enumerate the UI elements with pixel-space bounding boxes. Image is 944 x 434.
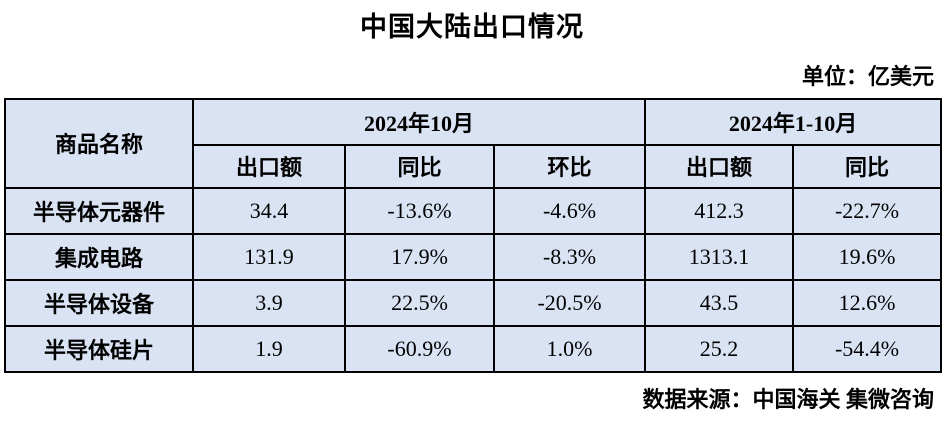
- cell-oct-yoy: 17.9%: [344, 232, 495, 281]
- header-oct-export-value: 出口额: [192, 143, 346, 189]
- header-group-oct-2024: 2024年10月: [191, 97, 647, 146]
- export-table: 商品名称 2024年10月 2024年1-10月 出口额 同比 环比 出口额 同…: [4, 97, 943, 373]
- row-name: 半导体设备: [4, 278, 194, 327]
- source-label: 数据来源：中国海关 集微咨询: [642, 386, 934, 412]
- cell-oct-yoy: -13.6%: [344, 186, 495, 235]
- table-header-sub-row: 出口额 同比 环比 出口额 同比: [5, 143, 943, 189]
- table-row: 半导体设备 3.9 22.5% -20.5% 43.5 12.6%: [4, 278, 943, 327]
- unit-label: 单位：亿美元: [801, 63, 934, 89]
- row-name: 集成电路: [4, 232, 194, 281]
- header-oct-mom: 环比: [492, 143, 647, 189]
- cell-oct-yoy: -60.9%: [344, 324, 495, 373]
- cell-oct-export: 1.9: [192, 324, 346, 373]
- header-oct-yoy: 同比: [344, 143, 495, 189]
- header-group-ytd-2024: 2024年1-10月: [644, 97, 943, 146]
- cell-ytd-yoy: 12.6%: [792, 278, 943, 327]
- table-row: 半导体硅片 1.9 -60.9% 1.0% 25.2 -54.4%: [4, 324, 943, 373]
- cell-ytd-yoy: 19.6%: [792, 232, 943, 281]
- page-title: 中国大陆出口情况: [360, 12, 584, 42]
- cell-oct-mom: -8.3%: [492, 232, 647, 281]
- table-row: 半导体元器件 34.4 -13.6% -4.6% 412.3 -22.7%: [4, 186, 943, 235]
- row-name: 半导体元器件: [4, 186, 194, 235]
- cell-ytd-export: 25.2: [644, 324, 795, 373]
- cell-oct-export: 34.4: [192, 186, 346, 235]
- row-name: 半导体硅片: [4, 324, 194, 373]
- table-row: 集成电路 131.9 17.9% -8.3% 1313.1 19.6%: [4, 232, 943, 281]
- cell-ytd-export: 412.3: [644, 186, 795, 235]
- header-product-name: 商品名称: [4, 97, 194, 189]
- cell-oct-export: 3.9: [192, 278, 346, 327]
- table-header-group-row: 商品名称 2024年10月 2024年1-10月: [4, 97, 943, 189]
- cell-oct-export: 131.9: [192, 232, 346, 281]
- header-ytd-yoy: 同比: [792, 143, 943, 189]
- cell-ytd-export: 43.5: [644, 278, 795, 327]
- cell-oct-mom: 1.0%: [492, 324, 647, 373]
- header-ytd-export-value: 出口额: [644, 143, 795, 189]
- cell-oct-mom: -20.5%: [492, 278, 647, 327]
- cell-oct-yoy: 22.5%: [344, 278, 495, 327]
- cell-ytd-export: 1313.1: [644, 232, 795, 281]
- cell-ytd-yoy: -54.4%: [792, 324, 943, 373]
- cell-ytd-yoy: -22.7%: [792, 186, 943, 235]
- cell-oct-mom: -4.6%: [492, 186, 647, 235]
